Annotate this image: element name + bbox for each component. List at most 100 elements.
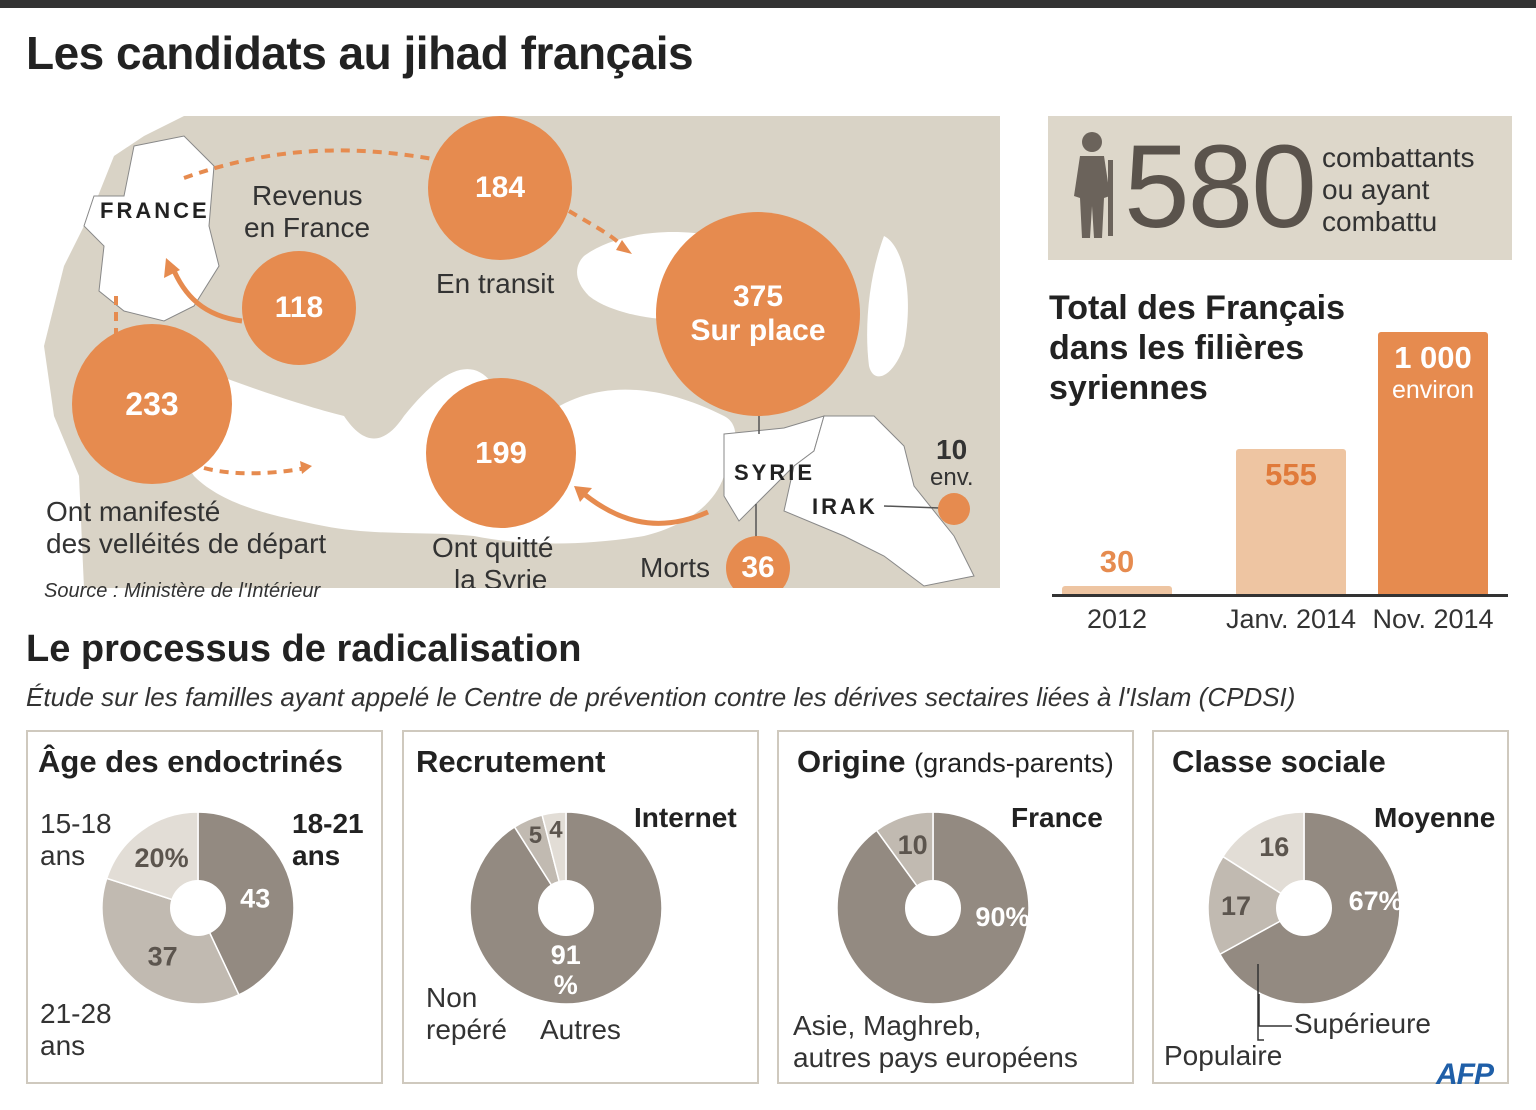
age-label-21-28-ans: ans [40,1030,86,1061]
donut-label-1-1: 37 [148,941,178,971]
class-leaders [1257,964,1292,1041]
bar-1 [1236,448,1346,594]
france-shape [83,135,220,322]
panel-class: Classe sociale 67% 17 16 Moyenne Supérieur… [1152,730,1509,1084]
origin-title-note: (grands-parents) [914,748,1114,778]
section-title: Le processus de radicalisation [26,628,582,670]
flow-arrowhead-syria [616,240,632,254]
bar-sublabel-2: environ [1392,376,1474,404]
donut-label-1-0: 43 [240,883,270,913]
label-returned-1: Revenus [252,180,363,211]
on-site-label: Sur place [690,314,826,347]
bubble-returned: 118 [242,251,356,365]
combatants-text-line3: combattu [1322,206,1438,237]
class-label-moyenne: Moyenne [1374,802,1496,833]
donut-hole-1 [170,880,226,936]
return-arrowhead [164,258,180,278]
atlantic-sea [24,116,184,588]
donut-slice-4-2 [1221,811,1305,910]
leader-populaire [1257,964,1264,1041]
donut-slice-1-1 [101,877,240,1005]
leader-superieure [1258,994,1292,1027]
recr-label-non: Non [426,982,478,1013]
bubble-left-syria: 199 [426,378,576,528]
donut-slice-1-0 [197,811,295,996]
panel-age: Âge des endoctrinés 43 37 20% 15-18 ans 18… [26,730,383,1084]
donut-slice-1-2 [105,811,199,910]
recr-label-internet: Internet [634,802,737,833]
donut-label-3-0: 90% [975,902,1029,932]
panel-origin: Origine (grands-parents) 90% 10 France As… [777,730,1134,1084]
left-syria-arrowhead [574,486,592,502]
bar-chart-title: Total des Français dans les filières syr… [1049,289,1346,407]
label-departure-2: des velléités de départ [46,528,327,559]
flow-arrowhead-departure [300,461,312,474]
leader-irak [883,505,941,509]
flow-departure [203,466,307,476]
origin-label-france: France [1011,802,1103,833]
top-rule [0,0,1536,8]
origin-label-other-2: autres pays européens [793,1042,1078,1073]
age-label-21-28: 21-28 [40,998,112,1029]
panel-origin-title: Origine (grands-parents) [797,744,1114,780]
origin-label-other-1: Asie, Maghreb, [793,1010,982,1041]
recr-label-repere: repéré [426,1014,507,1045]
soldier-icon [1074,132,1113,238]
combatants-box [1048,116,1512,260]
country-iraq: IRAK [812,494,878,519]
map-panel: 233 118 184 375 Sur place 199 36 FRANCE … [24,116,1000,588]
bar-2 [1378,332,1488,594]
label-dead: Morts [640,552,710,583]
afp-logo: AFP [1436,1058,1494,1091]
donut-origin: 90% 10 [836,811,1030,1005]
flow-to-transit [183,148,445,180]
bubble-on-site: 375 Sur place [656,212,860,416]
section-subtitle: Étude sur les familles ayant appelé le C… [26,682,1296,712]
page-title: Les candidats au jihad français [26,27,694,79]
combatants-number: 580 [1124,121,1317,253]
donut-label-2-0: 91 [551,940,581,970]
donut-hole-2 [538,880,594,936]
flow-to-syria [567,209,626,250]
combatants-text-line2: ou ayant [1322,174,1430,205]
age-label-15-18-ans: ans [40,840,86,871]
class-label-populaire: Populaire [1164,1040,1283,1071]
age-label-15-18: 15-18 [40,808,112,839]
donut-label-2-1: 5 [529,822,542,849]
bar-value-2: 1 000 [1394,340,1472,375]
label-departure-1: Ont manifesté [46,496,221,527]
country-france: FRANCE [100,198,210,223]
donut-label-2-2: 4 [549,817,563,844]
donut-slice-4-1 [1207,855,1306,956]
combatants-text: combattants ou ayant combattu [1322,142,1475,238]
panel-class-title: Classe sociale [1172,744,1386,779]
age-label-18-21: 18-21 [292,808,364,839]
bar-value-1: 555 [1265,456,1317,492]
class-label-superieure: Supérieure [1294,1008,1431,1039]
bubble-transit: 184 [428,116,572,260]
label-returned-2: en France [244,212,371,243]
label-transit: En transit [436,268,555,299]
country-syria: SYRIE [734,460,816,485]
label-iraq-env: env. [930,464,974,491]
bubble-iraq [938,493,970,525]
bar-category-1: Janv. 2014 [1225,604,1357,634]
donut-label-1-2: 20% [135,843,189,873]
origin-title-main: Origine [797,744,906,779]
panel-recruitment-title: Recrutement [416,744,606,779]
bar-0 [1062,586,1172,594]
bubble-dead: 36 [726,536,790,588]
return-arrow [169,265,243,324]
donut-class: 67% 17 16 [1207,811,1403,1005]
panel-recruitment: Recrutement 91% 5 4 Internet Non repéré Au… [402,730,759,1084]
on-site-value: 375 [732,279,784,313]
panel-age-title: Âge des endoctrinés [38,744,343,779]
recr-label-autres: Autres [540,1014,621,1045]
donut-label-4-0: 67% [1349,886,1403,916]
donut-label-4-1: 17 [1221,891,1251,921]
age-label-18-21-ans: ans [292,840,341,871]
donut-age: 43 37 20% [101,811,295,1005]
bar-category-0: 2012 [1086,604,1148,634]
iraq-shape [783,415,975,587]
donut-recruitment: 91% 5 4 [469,811,663,1005]
